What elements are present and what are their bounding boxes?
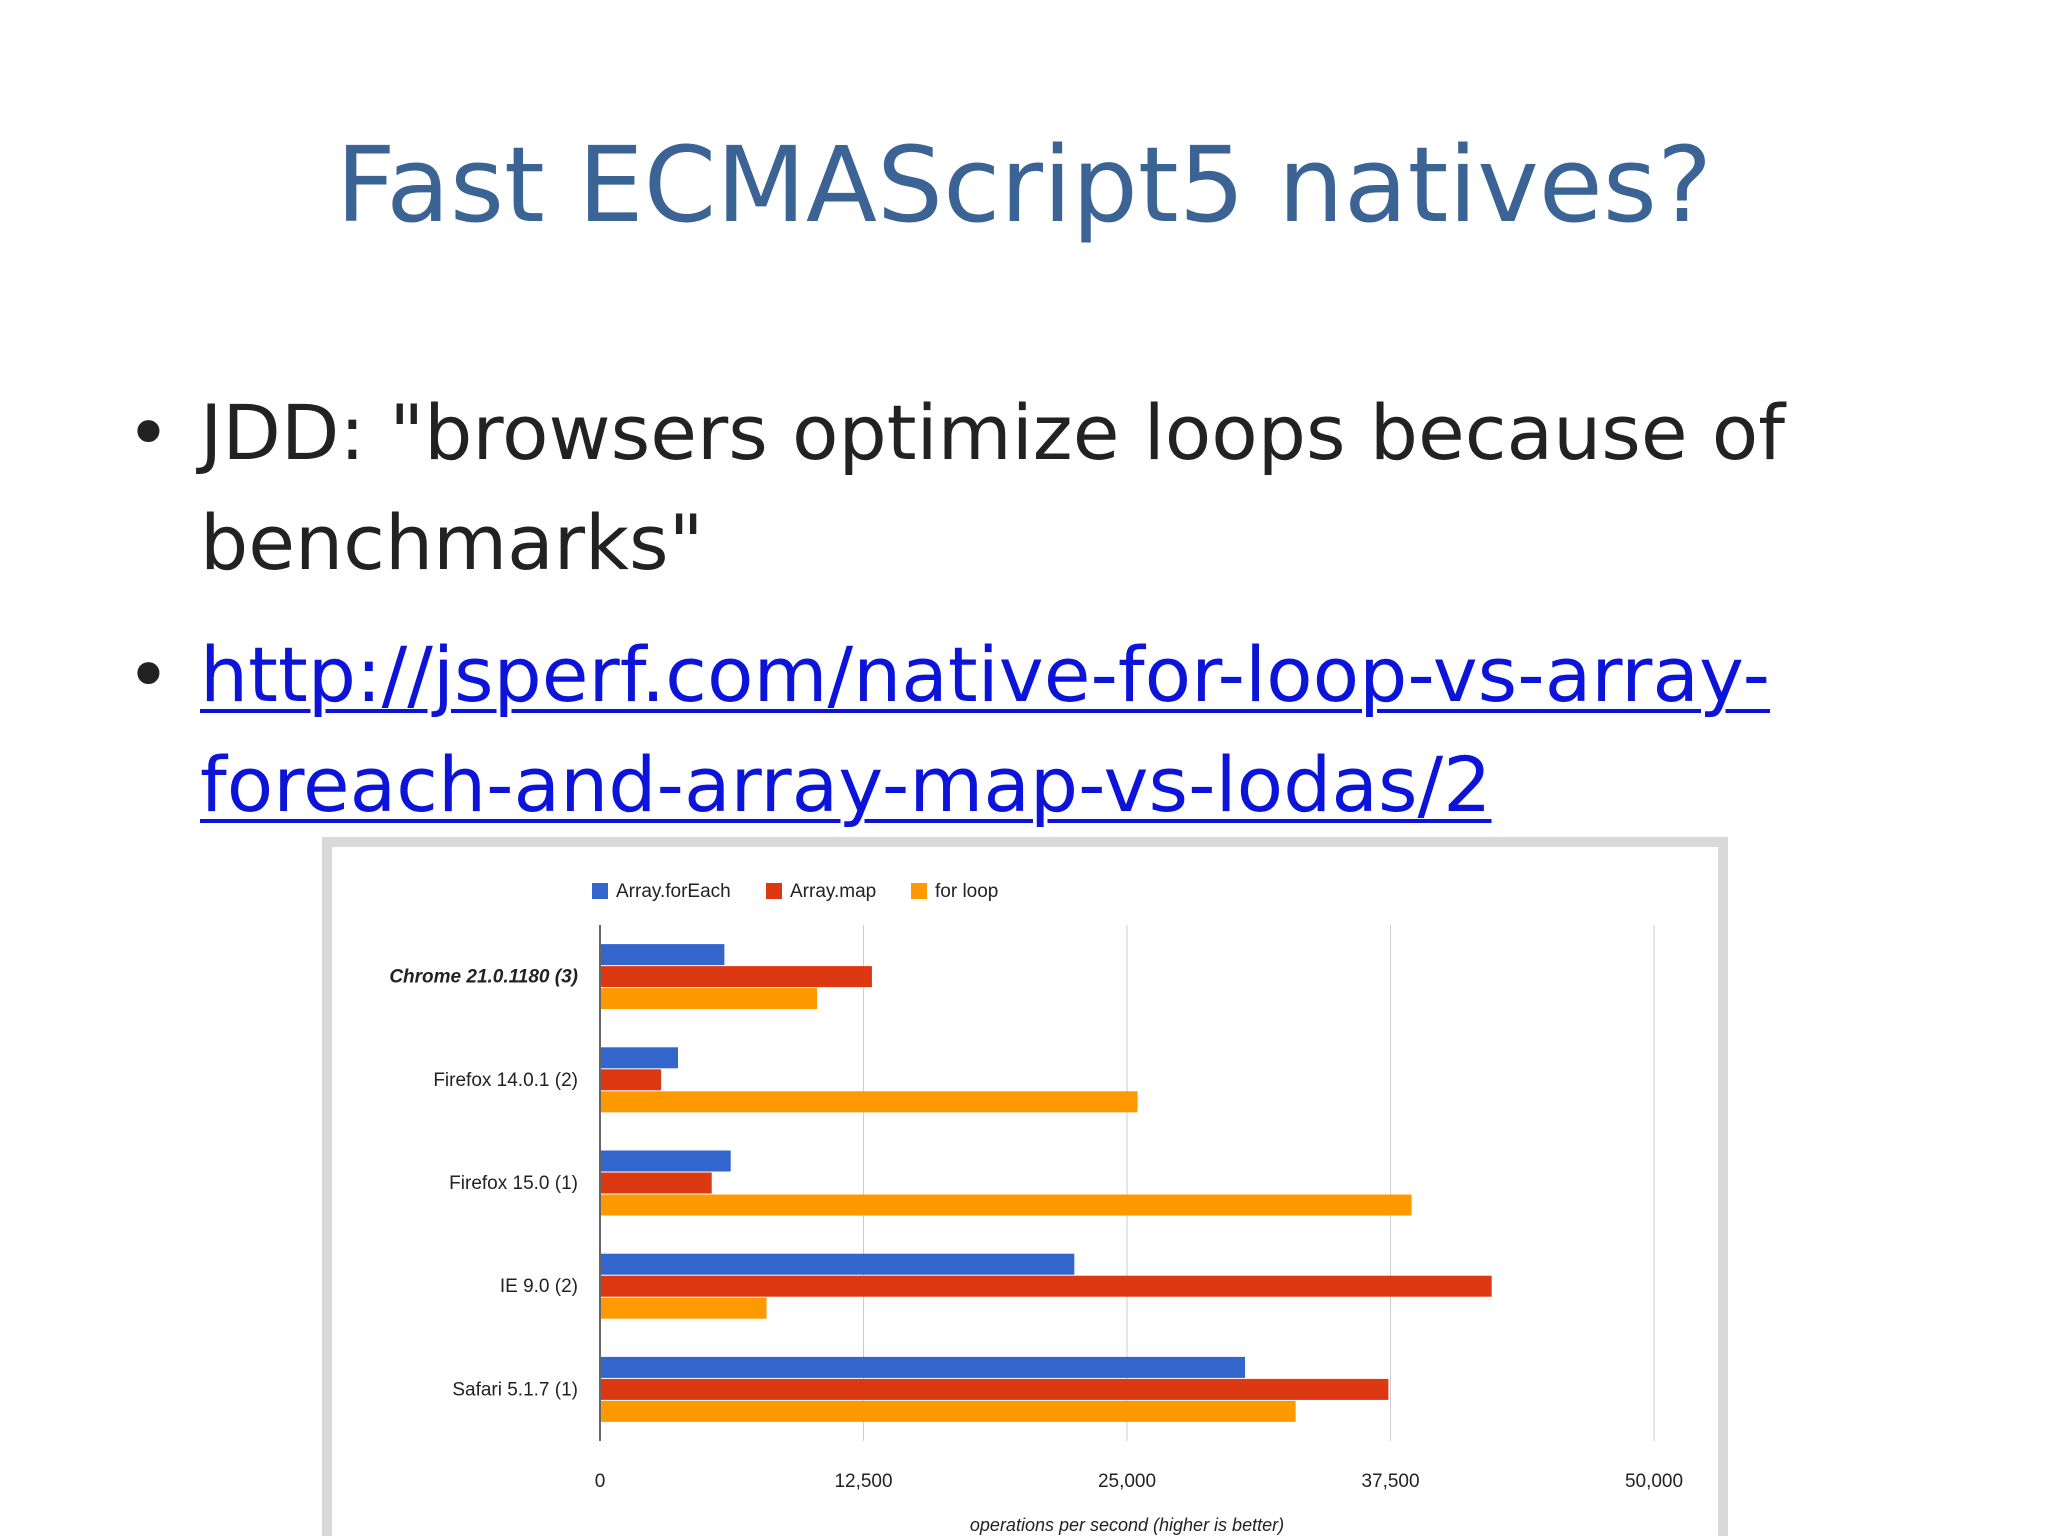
bar-chart: 0 12,500 25,000 37,500 50,000 operations per … — [389, 881, 1683, 1535]
category-label: Firefox 15.0 (1) — [449, 1173, 578, 1194]
chart-frame: 0 12,500 25,000 37,500 50,000 operations per … — [322, 837, 1728, 1536]
x-tick-label: 12,500 — [834, 1471, 892, 1492]
bullet-dot-icon: • — [126, 630, 171, 719]
legend-swatch — [766, 883, 782, 899]
x-tick-label: 25,000 — [1098, 1471, 1156, 1492]
bar — [601, 1150, 731, 1172]
bar — [601, 1356, 1246, 1378]
bullet-list: • JDD: "browsers optimize loops because … — [120, 378, 1820, 862]
bar — [601, 1297, 767, 1319]
bullet-dot-icon: • — [126, 388, 171, 477]
legend-swatch — [592, 883, 608, 899]
bar — [601, 1069, 662, 1091]
bar — [601, 1253, 1075, 1275]
bar — [601, 1047, 678, 1069]
bar — [601, 966, 872, 988]
bar — [601, 1378, 1389, 1400]
bar — [601, 1275, 1492, 1297]
category-label: Chrome 21.0.1180 (3) — [389, 967, 578, 988]
bar — [601, 1194, 1412, 1216]
category-label: Safari 5.1.7 (1) — [452, 1379, 578, 1400]
legend-label: Array.forEach — [616, 881, 731, 902]
bar — [601, 944, 725, 966]
x-tick-label: 50,000 — [1625, 1471, 1683, 1492]
jsperf-link[interactable]: http://jsperf.com/native-for-loop-vs-arr… — [200, 630, 1771, 829]
bar — [601, 988, 818, 1010]
category-label: IE 9.0 (2) — [500, 1276, 578, 1297]
x-tick-label: 37,500 — [1361, 1471, 1419, 1492]
bar — [601, 1400, 1296, 1422]
legend-label: for loop — [935, 881, 998, 902]
bar — [601, 1172, 712, 1194]
slide-title: Fast ECMAScript5 natives? — [335, 124, 1713, 246]
legend-label: Array.map — [790, 881, 876, 902]
category-label: Firefox 14.0.1 (2) — [433, 1070, 578, 1091]
x-tick-label: 0 — [595, 1471, 606, 1492]
bar — [601, 1091, 1138, 1113]
x-axis-label: operations per second (higher is better) — [970, 1515, 1284, 1535]
bullet-text: JDD: "browsers optimize loops because of… — [200, 388, 1786, 587]
legend-swatch — [911, 883, 927, 899]
bullet-item-link: • http://jsperf.com/native-for-loop-vs-a… — [120, 620, 1820, 840]
bullet-item-quote: • JDD: "browsers optimize loops because … — [120, 378, 1820, 598]
